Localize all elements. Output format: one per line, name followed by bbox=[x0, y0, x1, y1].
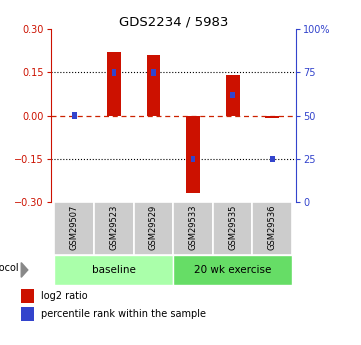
Bar bbox=[265, 116, 279, 118]
Bar bbox=[112, 69, 116, 76]
Bar bbox=[94, 202, 134, 255]
Bar bbox=[55, 202, 94, 255]
Bar bbox=[147, 55, 160, 116]
Text: percentile rank within the sample: percentile rank within the sample bbox=[41, 309, 206, 319]
Text: GSM29507: GSM29507 bbox=[70, 205, 79, 250]
Text: GSM29536: GSM29536 bbox=[268, 205, 277, 250]
Text: 20 wk exercise: 20 wk exercise bbox=[194, 265, 271, 275]
Bar bbox=[226, 75, 240, 116]
Bar bbox=[173, 255, 292, 285]
Bar bbox=[134, 202, 173, 255]
Text: GSM29529: GSM29529 bbox=[149, 205, 158, 250]
Bar bbox=[213, 202, 252, 255]
Bar bbox=[55, 255, 173, 285]
Text: GSM29523: GSM29523 bbox=[109, 205, 118, 250]
Bar bbox=[270, 156, 275, 162]
Text: baseline: baseline bbox=[92, 265, 136, 275]
Bar bbox=[230, 92, 235, 98]
Text: protocol: protocol bbox=[0, 264, 19, 274]
Bar bbox=[252, 202, 292, 255]
Bar bbox=[151, 69, 156, 76]
Bar bbox=[72, 112, 77, 119]
Bar bbox=[21, 289, 34, 304]
Text: GSM29535: GSM29535 bbox=[228, 205, 237, 250]
Bar bbox=[186, 116, 200, 193]
Text: GSM29533: GSM29533 bbox=[188, 205, 197, 250]
Polygon shape bbox=[21, 263, 28, 277]
Bar bbox=[173, 202, 213, 255]
Bar bbox=[107, 52, 121, 116]
Bar bbox=[21, 307, 34, 321]
Title: GDS2234 / 5983: GDS2234 / 5983 bbox=[119, 15, 228, 28]
Text: log2 ratio: log2 ratio bbox=[41, 291, 88, 301]
Bar bbox=[191, 156, 195, 162]
